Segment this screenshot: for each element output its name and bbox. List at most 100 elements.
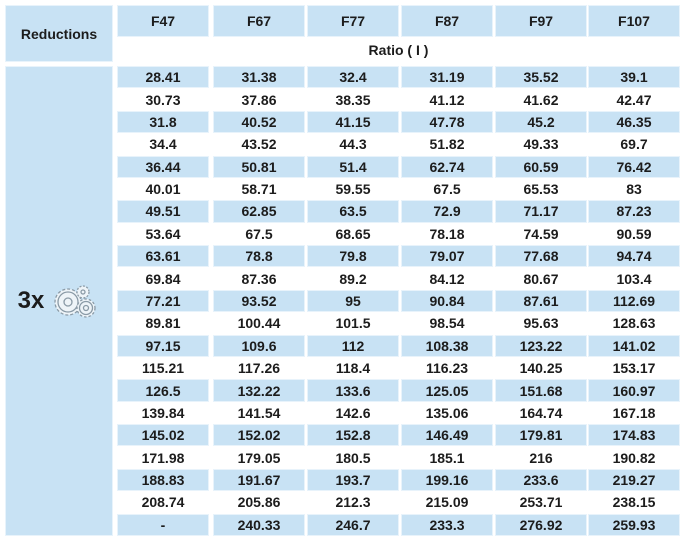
column-header: F67	[213, 5, 305, 37]
ratio-cell: 62.85	[213, 200, 305, 223]
ratio-cell: 171.98	[141, 449, 185, 466]
ratio-cell: 78.18	[429, 225, 465, 242]
ratio-cell: 93.52	[213, 289, 305, 313]
ratio-cell: 233.3	[401, 513, 493, 536]
ratio-cell: 240.33	[213, 513, 305, 536]
ratio-cell: 62.74	[401, 155, 493, 178]
ratio-cell: 77.21	[117, 289, 209, 313]
ratio-cell: 141.02	[588, 334, 680, 357]
ratio-cell: 79.8	[307, 245, 399, 268]
column-header: F97	[495, 5, 587, 37]
ratio-cell: 117.26	[237, 360, 281, 377]
column-header: F87	[401, 5, 493, 37]
ratio-cell: 233.6	[495, 468, 587, 492]
ratio-cell: 87.36	[241, 270, 277, 287]
ratio-cell: 208.74	[141, 494, 185, 511]
ratio-cell: 215.09	[425, 494, 469, 511]
column-header: F107	[588, 5, 680, 37]
ratio-cell: 79.07	[401, 245, 493, 268]
ratio-cell: 140.25	[519, 360, 563, 377]
ratio-cell: 87.61	[495, 289, 587, 313]
ratio-cell: 63.5	[307, 200, 399, 223]
ratio-cell: 38.35	[335, 91, 371, 108]
ratio-cell: 80.67	[523, 270, 559, 287]
ratio-cell: 72.9	[401, 200, 493, 223]
ratio-cell: 51.82	[429, 136, 465, 153]
ratio-cell: 87.23	[588, 200, 680, 223]
ratio-cell: 49.33	[523, 136, 559, 153]
ratio-cell: 71.17	[495, 200, 587, 223]
gear-icon	[54, 285, 96, 318]
ratio-cell: 59.55	[335, 181, 371, 198]
ratio-cell: 100.44	[237, 315, 281, 332]
ratio-cell: 83	[626, 181, 642, 198]
ratio-cell: 115.21	[141, 360, 185, 377]
ratio-cell: 190.82	[612, 449, 656, 466]
ratio-cell: 238.15	[612, 494, 656, 511]
ratio-cell: 216	[529, 449, 553, 466]
group-cell: 3x	[5, 66, 113, 536]
ratio-cell: 30.73	[145, 91, 181, 108]
ratio-cell: 152.8	[307, 424, 399, 447]
ratio-cell: 69.7	[620, 136, 648, 153]
ratio-cell: 95.63	[523, 315, 559, 332]
ratio-cell: 180.5	[335, 449, 371, 466]
ratio-cell: 167.18	[612, 404, 656, 421]
ratio-cell: 118.4	[335, 360, 371, 377]
ratio-cell: 133.6	[307, 379, 399, 402]
ratio-cell: 89.2	[339, 270, 367, 287]
ratio-cell: 123.22	[495, 334, 587, 357]
ratio-cell: 78.8	[213, 245, 305, 268]
ratio-cell: 65.53	[523, 181, 559, 198]
ratio-cell: 185.1	[429, 449, 465, 466]
ratio-cell: 276.92	[495, 513, 587, 536]
ratio-cell: 90.59	[616, 225, 652, 242]
group-label: 3x	[17, 287, 45, 314]
ratio-cell: 67.5	[433, 181, 461, 198]
ratio-cell: 31.19	[401, 66, 493, 89]
ratio-cell: 135.06	[425, 404, 469, 421]
ratio-cell: 153.17	[612, 360, 656, 377]
ratio-cell: 40.52	[213, 110, 305, 134]
ratio-cell: 77.68	[495, 245, 587, 268]
ratio-cell: 132.22	[213, 379, 305, 402]
ratio-cell: 67.5	[245, 225, 273, 242]
column-header: F47	[117, 5, 209, 37]
ratio-cell: 37.86	[241, 91, 277, 108]
ratio-cell: 68.65	[335, 225, 371, 242]
ratio-cell: 160.97	[588, 379, 680, 402]
ratio-cell: 31.38	[213, 66, 305, 89]
ratio-cell: 42.47	[616, 91, 652, 108]
ratio-cell: 97.15	[117, 334, 209, 357]
ratio-cell: 259.93	[588, 513, 680, 536]
ratio-cell: 98.54	[429, 315, 465, 332]
ratio-cell: 46.35	[588, 110, 680, 134]
ratio-cell: 152.02	[213, 424, 305, 447]
ratio-cell: 108.38	[401, 334, 493, 357]
ratio-cell: 51.4	[307, 155, 399, 178]
ratio-cell: 188.83	[117, 468, 209, 492]
ratio-cell: 212.3	[335, 494, 371, 511]
ratio-cell: 193.7	[307, 468, 399, 492]
ratio-cell: 60.59	[495, 155, 587, 178]
ratio-cell: 95	[307, 289, 399, 313]
ratio-cell: 142.6	[335, 404, 371, 421]
ratio-cell: 89.81	[145, 315, 181, 332]
ratio-cell: 139.84	[141, 404, 185, 421]
ratio-cell: 199.16	[401, 468, 493, 492]
ratio-cell: 205.86	[237, 494, 281, 511]
ratio-cell: 219.27	[588, 468, 680, 492]
ratio-cell: 47.78	[401, 110, 493, 134]
ratio-cell: 69.84	[145, 270, 181, 287]
ratio-cell: 49.51	[117, 200, 209, 223]
ratio-cell: 90.84	[401, 289, 493, 313]
ratio-cell: 253.71	[519, 494, 563, 511]
ratio-cell: 151.68	[495, 379, 587, 402]
ratio-cell: 174.83	[588, 424, 680, 447]
ratio-cell: 76.42	[588, 155, 680, 178]
ratio-cell: 126.5	[117, 379, 209, 402]
ratio-cell: 128.63	[612, 315, 656, 332]
ratio-cell: 145.02	[117, 424, 209, 447]
ratio-cell: 109.6	[213, 334, 305, 357]
ratio-cell: 50.81	[213, 155, 305, 178]
